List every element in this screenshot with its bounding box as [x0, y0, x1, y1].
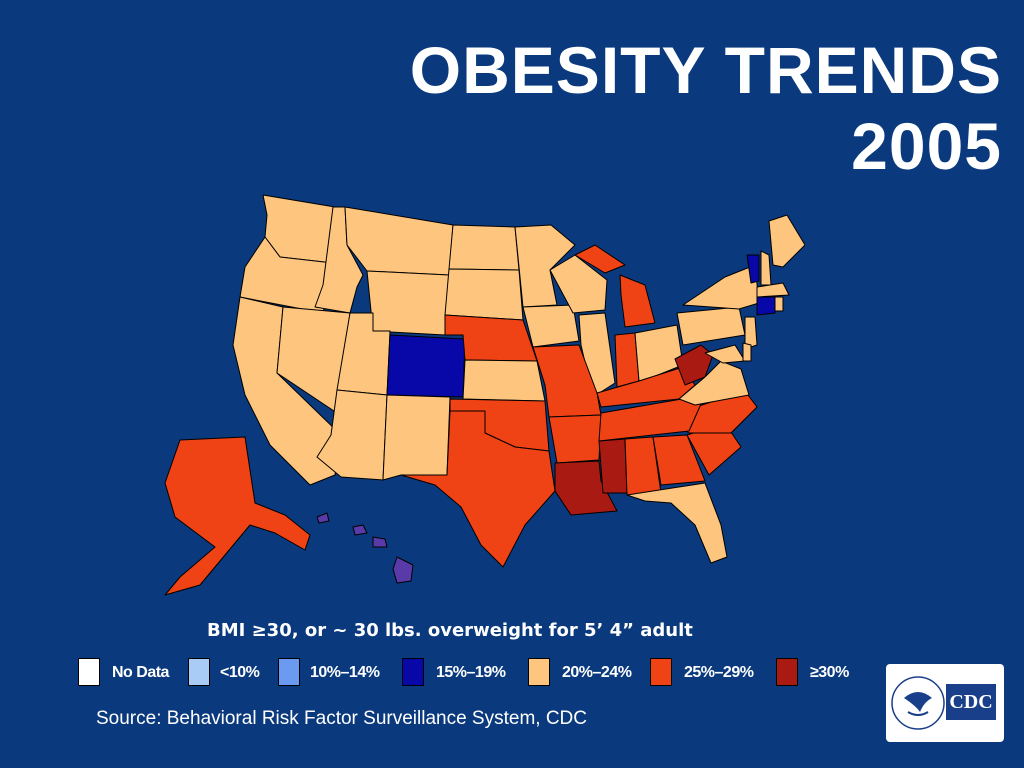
state-ak — [164, 436, 311, 596]
map-subtitle: BMI ≥30, or ~ 30 lbs. overweight for 5’ … — [207, 620, 693, 641]
state-ms — [598, 438, 628, 494]
legend-label: 15%–19% — [436, 664, 506, 681]
state-ga — [652, 434, 706, 486]
state-va — [678, 360, 750, 406]
state-mi-upper — [574, 244, 626, 274]
state-nh — [760, 250, 772, 286]
state-ia — [522, 304, 580, 348]
legend-label: 25%–29% — [684, 664, 754, 681]
state-de — [742, 342, 752, 362]
state-la — [554, 460, 618, 516]
state-nm — [382, 394, 451, 481]
state-hi-1 — [316, 512, 330, 524]
state-ma — [756, 282, 790, 298]
state-ri — [774, 296, 784, 312]
state-il — [578, 312, 616, 398]
state-nj — [744, 316, 758, 350]
title-line-2: 2005 — [851, 109, 1002, 183]
state-wi — [549, 254, 608, 314]
state-tx — [400, 410, 556, 568]
state-ny — [682, 264, 760, 310]
state-tn — [598, 394, 706, 442]
state-ks — [462, 359, 546, 402]
state-pa — [676, 306, 746, 346]
legend-label: ≥30% — [810, 664, 849, 681]
state-fl — [626, 482, 728, 564]
legend-label: <10% — [220, 664, 260, 681]
cdc-logo-text: CDC — [946, 684, 996, 720]
us-obesity-map — [164, 194, 805, 596]
legend-label: 10%–14% — [310, 664, 380, 681]
state-vt — [746, 254, 760, 284]
legend-label: No Data — [112, 664, 169, 681]
state-hi-3 — [372, 536, 388, 548]
legend-swatch — [188, 658, 210, 686]
legend-swatch — [650, 658, 672, 686]
legend-swatch — [528, 658, 550, 686]
state-oh — [634, 324, 684, 382]
legend-swatch — [78, 658, 100, 686]
legend-label: 20%–24% — [562, 664, 632, 681]
title-line-1: OBESITY TRENDS — [409, 33, 1002, 107]
state-hi-4 — [392, 556, 414, 584]
state-me — [768, 214, 805, 268]
legend-swatch — [278, 658, 300, 686]
cdc-logo: CDC — [886, 664, 1004, 742]
state-nd — [448, 224, 520, 271]
legend-swatch — [776, 658, 798, 686]
source-citation: Source: Behavioral Risk Factor Surveilla… — [96, 708, 588, 729]
state-mt — [344, 206, 454, 276]
page-title: OBESITY TRENDS 2005 — [410, 32, 1002, 184]
state-wy — [366, 270, 450, 336]
state-ct — [756, 296, 776, 316]
hhs-eagle-icon — [891, 676, 945, 730]
state-hi-2 — [352, 524, 368, 536]
state-sd — [444, 268, 524, 321]
state-co — [386, 334, 466, 398]
state-mi-lower — [619, 274, 656, 328]
state-ar — [548, 414, 602, 464]
legend-swatch — [402, 658, 424, 686]
state-wv — [674, 344, 714, 386]
